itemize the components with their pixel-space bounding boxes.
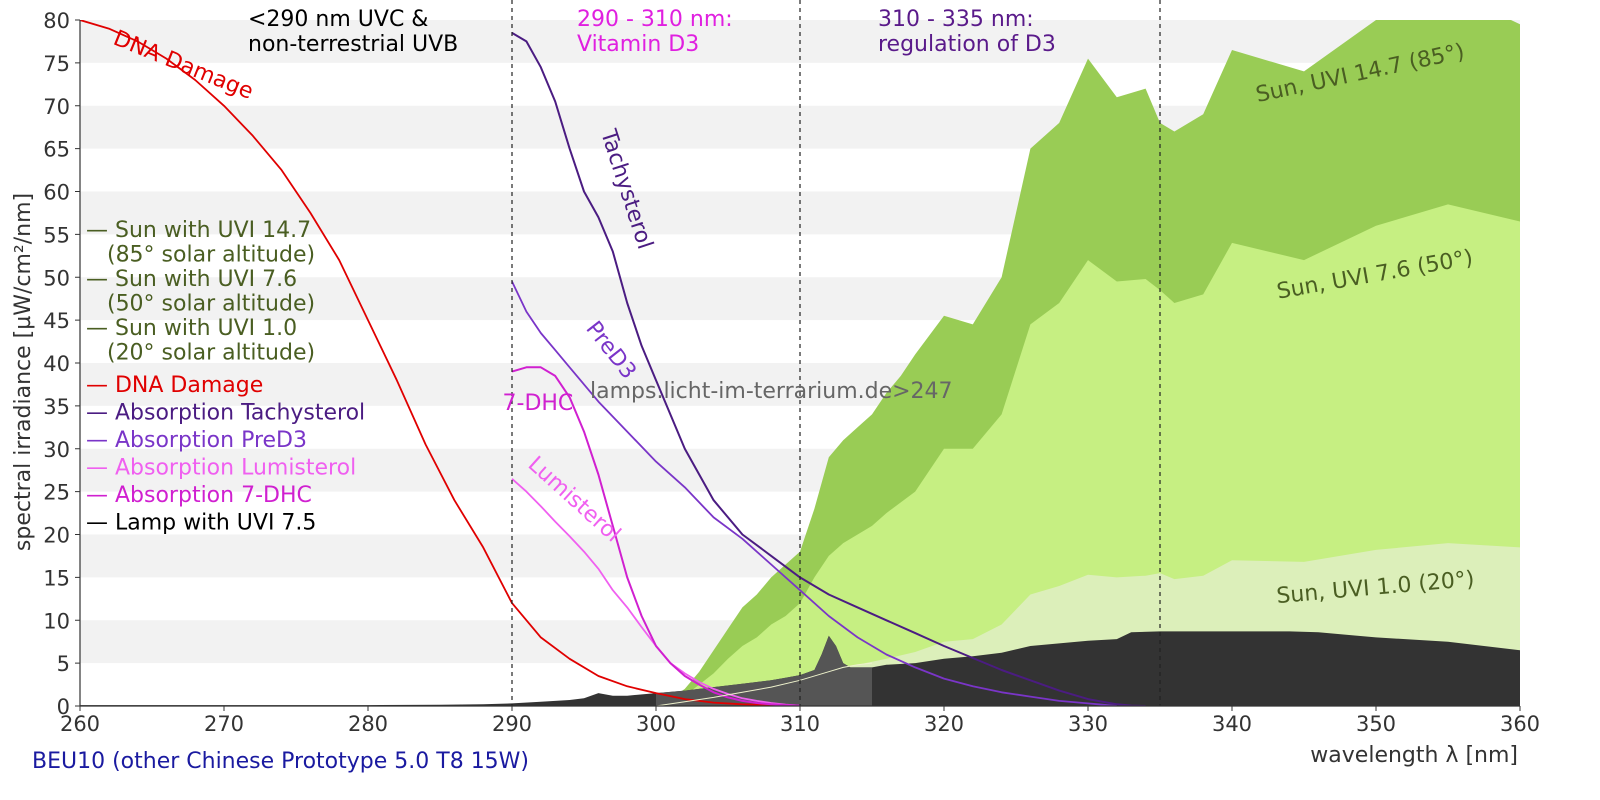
- x-tick-label: 290: [492, 712, 532, 736]
- y-tick-label: 0: [57, 695, 70, 719]
- x-tick-label: 360: [1500, 712, 1540, 736]
- x-tick-label: 330: [1068, 712, 1108, 736]
- y-tick-label: 80: [43, 9, 70, 33]
- legend-entry: — Absorption PreD3: [86, 428, 307, 453]
- region-label: regulation of D3: [878, 32, 1056, 57]
- y-tick-label: 10: [43, 609, 70, 633]
- footer-lamp-name: BEU10 (other Chinese Prototype 5.0 T8 15…: [32, 749, 529, 774]
- legend: — Sun with UVI 14.7 (85° solar altitude)…: [86, 218, 365, 536]
- x-tick-label: 320: [924, 712, 964, 736]
- area-layer: [80, 20, 1520, 706]
- legend-entry: (50° solar altitude): [86, 292, 315, 317]
- line-layer: [80, 20, 1146, 706]
- x-tick-label: 260: [60, 712, 100, 736]
- y-tick-label: 55: [43, 223, 70, 247]
- y-tick-label: 60: [43, 181, 70, 205]
- y-tick-label: 40: [43, 352, 70, 376]
- region-label: 290 - 310 nm:: [577, 7, 733, 32]
- region-label: 310 - 335 nm:: [878, 7, 1034, 32]
- legend-entry: (20° solar altitude): [86, 341, 315, 366]
- axes: 260 270 280 290 300 310 320 330 340 350 360 0 5 10 15 2…: [43, 9, 1540, 736]
- legend-entry: — DNA Damage: [86, 373, 263, 398]
- y-tick-label: 30: [43, 438, 70, 462]
- y-tick-label: 35: [43, 395, 70, 419]
- y-tick-label: 45: [43, 309, 70, 333]
- legend-entry: — Absorption 7-DHC: [86, 483, 312, 508]
- x-tick-label: 280: [348, 712, 388, 736]
- y-tick-label: 65: [43, 138, 70, 162]
- line-absorption-pred3: [511, 281, 1117, 706]
- line-absorption-7-dhc: [511, 366, 801, 706]
- line-absorption-tachysterol: [511, 32, 1146, 706]
- area-lamp-short-wave: [656, 635, 872, 706]
- x-tick-label: 270: [204, 712, 244, 736]
- region-label: Vitamin D3: [577, 32, 699, 57]
- y-tick-label: 50: [43, 266, 70, 290]
- line-lamp-outline: [655, 662, 873, 706]
- region-label: <290 nm UVC &: [248, 7, 428, 32]
- legend-entry: — Absorption Tachysterol: [86, 401, 365, 426]
- y-axis-label: spectral irradiance [µW/cm²/nm]: [11, 193, 36, 551]
- legend-entry: (85° solar altitude): [86, 243, 315, 268]
- y-tick-label: 75: [43, 52, 70, 76]
- y-tick-label: 25: [43, 481, 70, 505]
- watermark: lamps.licht-im-terrarium.de>247: [590, 379, 953, 404]
- legend-entry: — Lamp with UVI 7.5: [86, 511, 316, 536]
- curve-label-7-dhc: 7-DHC: [503, 391, 574, 416]
- line-dna-damage: [80, 20, 801, 706]
- legend-entry: — Sun with UVI 1.0: [86, 316, 297, 341]
- region-layer: <290 nm UVC &non-terrestrial UVB 290 - 31…: [248, 0, 1161, 706]
- legend-entry: — Sun with UVI 14.7: [86, 218, 311, 243]
- x-tick-label: 340: [1212, 712, 1252, 736]
- y-tick-label: 5: [57, 652, 70, 676]
- legend-entry: — Sun with UVI 7.6: [86, 267, 297, 292]
- y-tick-label: 70: [43, 95, 70, 119]
- y-tick-label: 20: [43, 524, 70, 548]
- region-label: non-terrestrial UVB: [248, 32, 458, 57]
- y-tick-label: 15: [43, 566, 70, 590]
- x-tick-label: 350: [1356, 712, 1396, 736]
- x-tick-label: 310: [780, 712, 820, 736]
- x-tick-label: 300: [636, 712, 676, 736]
- x-axis-label: wavelength λ [nm]: [1310, 743, 1518, 768]
- legend-entry: — Absorption Lumisterol: [86, 456, 356, 481]
